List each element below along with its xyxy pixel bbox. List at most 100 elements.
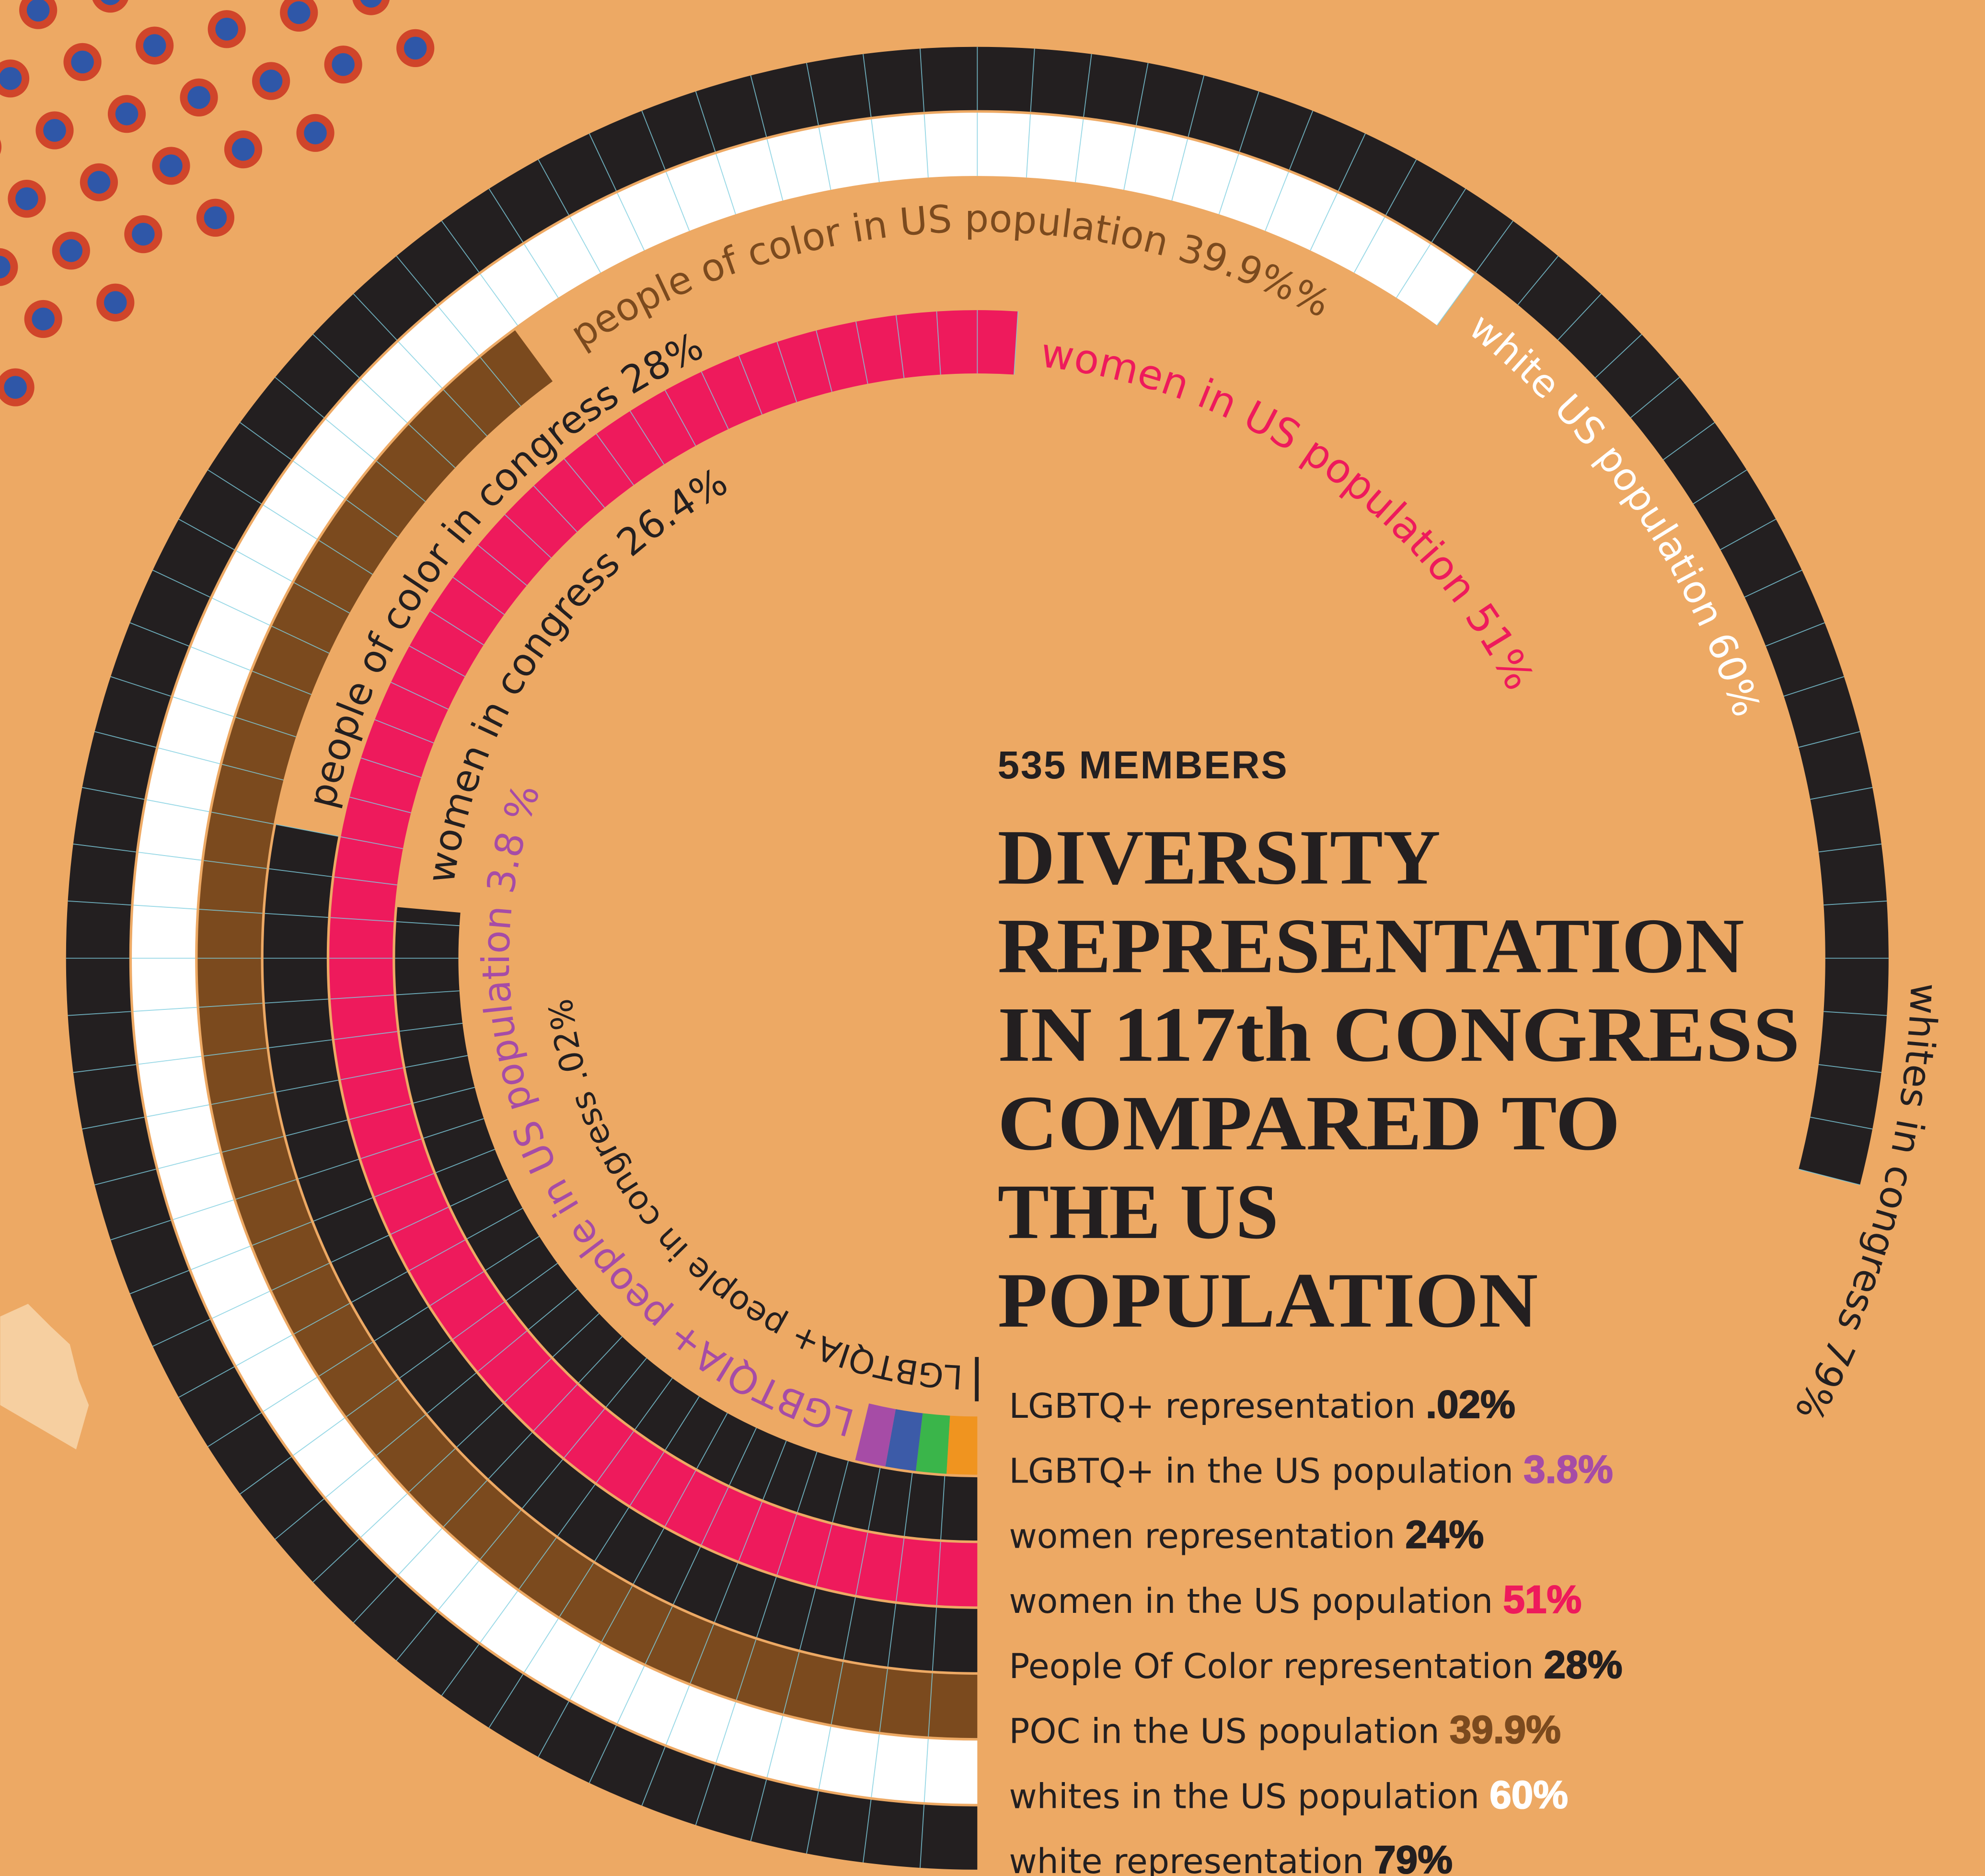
ring-divider: [1783, 676, 1845, 697]
ring-divider: [319, 1342, 373, 1377]
ring-divider: [1310, 193, 1338, 251]
dot-pattern: [0, 0, 435, 406]
ring-divider: [275, 377, 324, 418]
legend-item: People Of Color representation 28%: [1009, 1643, 1622, 1687]
ring-divider: [596, 1431, 634, 1483]
dot-center: [71, 50, 94, 74]
legend-label: whites in the US population: [1009, 1776, 1479, 1816]
ring-divider: [538, 1701, 569, 1758]
ring-segment: [855, 1403, 896, 1467]
ring: [395, 907, 978, 1541]
dot-center: [87, 171, 111, 194]
ring-divider: [617, 193, 645, 251]
ring-divider: [236, 550, 292, 582]
ring-divider: [589, 1725, 617, 1783]
ring-divider: [923, 114, 929, 178]
ring-divider: [294, 582, 350, 614]
ring-divider: [1798, 731, 1860, 748]
ring-divider: [312, 334, 360, 378]
ring-divider: [330, 994, 394, 1000]
ring-divider: [430, 1271, 484, 1306]
ring-divider: [158, 1152, 220, 1169]
ring-divider: [695, 91, 716, 152]
title-line: THE US: [998, 1169, 1279, 1255]
ring-divider: [263, 1377, 317, 1412]
ring-divider: [351, 1271, 408, 1303]
ring-divider: [569, 1644, 601, 1700]
ring-divider: [293, 461, 345, 499]
ring-divider: [240, 422, 292, 460]
ring-divider: [430, 610, 484, 646]
ring-divider: [629, 411, 665, 465]
ring-divider: [641, 1747, 666, 1806]
dot-center: [26, 0, 50, 22]
ring-divider: [325, 418, 375, 460]
ring-divider: [286, 1119, 347, 1136]
ring-divider: [408, 1448, 456, 1493]
legend-item: LGBTQ+ representation .02%: [1009, 1383, 1515, 1426]
ring-divider: [398, 341, 442, 389]
ring-divider: [349, 1103, 411, 1120]
ring-divider: [832, 1460, 849, 1523]
ring-divider: [871, 1734, 880, 1797]
ring-divider: [919, 1805, 925, 1868]
ring-divider: [252, 1221, 312, 1246]
ring-divider: [701, 371, 729, 429]
legend-label: POC in the US population: [1009, 1712, 1439, 1751]
ring-divider: [269, 1039, 332, 1048]
dot-center: [231, 138, 255, 161]
ring-divider: [665, 1471, 696, 1527]
rings: [66, 46, 1889, 1870]
ring-divider: [919, 48, 925, 112]
ring-divider: [594, 1507, 629, 1562]
ring-divider: [940, 1476, 946, 1540]
legend-value: 3.8%: [1523, 1448, 1613, 1492]
ring-divider: [1265, 172, 1289, 232]
ring-divider: [1239, 91, 1259, 152]
ring-divider: [816, 1524, 832, 1586]
ring-divider: [236, 1334, 292, 1366]
ring-divider: [716, 1702, 736, 1763]
ring-divider: [222, 1136, 284, 1153]
subtitle: 535 MEMBERS: [998, 743, 1289, 787]
legend-value: 28%: [1544, 1643, 1623, 1687]
ring-divider: [867, 1468, 881, 1530]
legend-item: whites in the US population 60%: [1009, 1773, 1568, 1817]
ring-divider: [408, 424, 456, 468]
ring-segment: [915, 1413, 950, 1474]
ring-divider: [340, 836, 403, 849]
ring-divider: [467, 1208, 523, 1239]
ring-divider: [391, 682, 449, 710]
ring-divider: [252, 671, 312, 695]
ring-divider: [147, 1104, 209, 1117]
legend-label: women representation: [1009, 1516, 1395, 1556]
ring-divider: [601, 1586, 633, 1642]
ring-divider: [360, 757, 422, 778]
ring-divider: [480, 274, 518, 326]
ring-divider: [559, 1563, 594, 1617]
ring-divider: [783, 1652, 800, 1714]
legend: LGBTQ+ representation .02% LGBTQ+ in the U…: [1009, 1382, 1623, 1876]
dot-center: [32, 307, 55, 331]
ring-divider: [346, 1379, 398, 1417]
ring-divider: [776, 341, 797, 403]
ring-divider: [895, 315, 905, 378]
ring-divider: [211, 811, 274, 825]
ring-divider: [879, 1669, 888, 1732]
ring-divider: [533, 485, 577, 533]
ring-divider: [147, 799, 209, 812]
ring-divider: [766, 1715, 784, 1778]
ring-divider: [1218, 154, 1239, 215]
dot-center: [304, 121, 327, 145]
ring-divider: [129, 1270, 189, 1295]
ring-divider: [1289, 110, 1314, 170]
ring-divider: [477, 1331, 527, 1372]
ring-divider: [1663, 422, 1715, 460]
ring-divider: [887, 1603, 897, 1667]
ring-divider: [480, 1510, 521, 1560]
ring-divider: [488, 188, 523, 243]
dot-center: [187, 86, 210, 109]
ring-divider: [73, 1064, 136, 1073]
ring-divider: [346, 499, 398, 538]
